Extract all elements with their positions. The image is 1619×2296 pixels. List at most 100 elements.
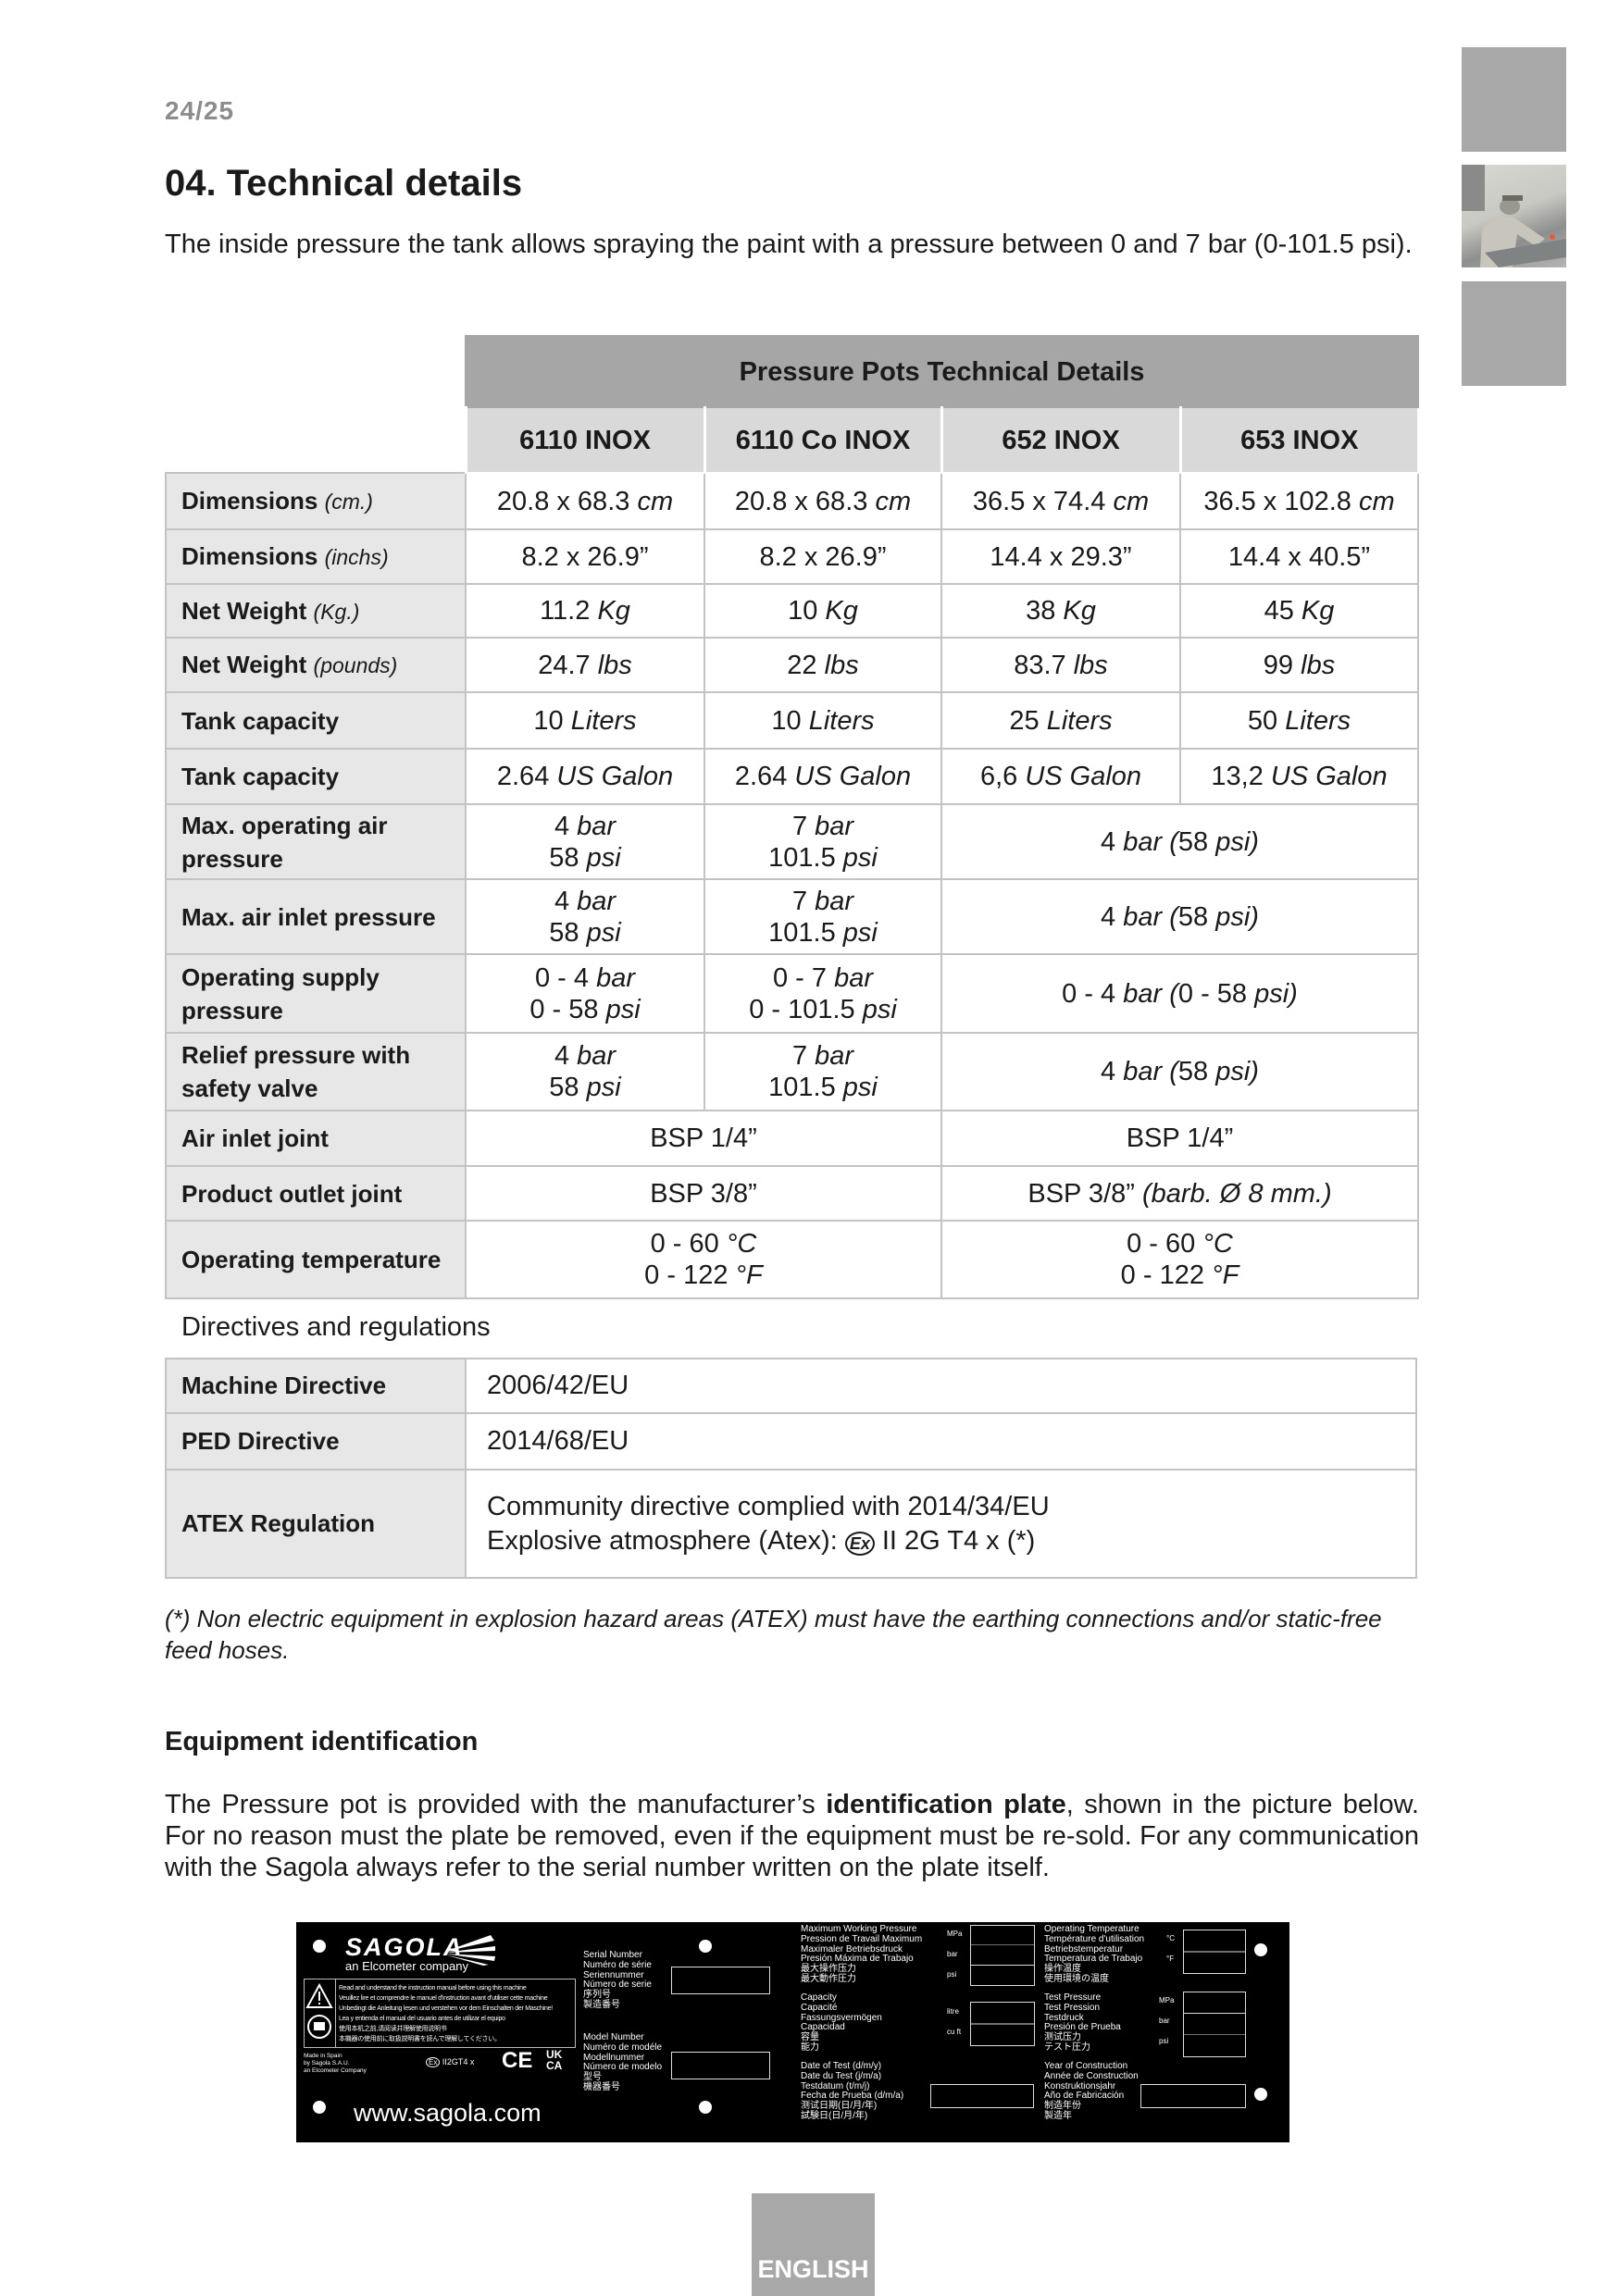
value-text: 0 - 122 (1120, 1260, 1213, 1290)
cell-line: 13,2 US Galon (1185, 761, 1414, 792)
cell-line: 14.4 x 40.5” (1185, 541, 1414, 573)
cell-line: 0 - 60 °C (470, 1228, 937, 1260)
side-tab-top[interactable] (1462, 47, 1566, 152)
directive-label: ATEX Regulation (165, 1469, 467, 1579)
row-label: Tank capacity (165, 748, 467, 805)
table-cell: 10 Kg (704, 583, 942, 639)
unit-text: Kg (1063, 596, 1096, 626)
value-text: 7 (791, 886, 816, 916)
cell-line: 101.5 psi (709, 1072, 937, 1103)
unit-text: Kg (597, 596, 630, 626)
painter-photo (1462, 165, 1566, 267)
model-number-field (671, 2052, 770, 2079)
capacity-field (970, 2002, 1035, 2046)
cell-line: 0 - 58 psi (470, 994, 700, 1025)
technical-details-table: Pressure Pots Technical Details 6110 INOX… (165, 335, 1419, 1299)
screw-icon (1254, 1943, 1267, 1956)
row-label: Operating supply pressure (165, 953, 467, 1034)
value-text: 2.64 (734, 762, 795, 791)
para-text: The Pressure pot is provided with the ma… (165, 1790, 827, 1819)
language-tab-english[interactable]: ENGLISH (752, 2193, 875, 2296)
para-text: , shown in the picture below. For no rea… (165, 1790, 1419, 1882)
row-label-text: Net Weight (181, 596, 314, 625)
plate-text: MPa (1159, 1996, 1175, 2004)
read-manual-icon (307, 2015, 331, 2039)
cell-line: 101.5 psi (709, 917, 937, 949)
cell-line: BSP 1/4” (470, 1123, 937, 1154)
model-header: 652 INOX (940, 406, 1181, 474)
row-label-text: Relief pressure with safety valve (181, 1041, 411, 1102)
row-label-text: Tank capacity (181, 763, 340, 790)
table-row: Air inlet joint BSP 1/4” BSP 1/4” (165, 1110, 1419, 1167)
cell-line: 11.2 Kg (470, 595, 700, 627)
row-label: Tank capacity (165, 691, 467, 750)
value-text: 0 - 60 (650, 1229, 727, 1259)
ce-mark: CE (502, 2048, 533, 2073)
cell-line: 36.5 x 74.4 cm (946, 486, 1176, 517)
directive-value: 2014/68/EU (465, 1412, 1417, 1471)
plate-text: Fassungsvermögen (801, 2012, 882, 2023)
plate-text: Modellnummer (583, 2052, 645, 2063)
table-cell: BSP 1/4” (940, 1110, 1419, 1167)
cell-line: 45 Kg (1185, 595, 1414, 627)
directive-line: 2014/68/EU (487, 1424, 1395, 1458)
cell-line: 6,6 US Galon (946, 761, 1176, 792)
warning-icon (305, 1982, 333, 2039)
plate-text: psi (947, 1970, 957, 1979)
plate-text: Température d'utilisation (1044, 1933, 1145, 1944)
plate-text: Serial Number (583, 1950, 642, 1960)
cell-line: 22 lbs (709, 650, 937, 681)
test-pressure-field (1183, 1992, 1246, 2057)
table-cell: 4 bar 58 psi (465, 1032, 705, 1111)
serial-number-field (671, 1967, 770, 1994)
unit-text: psi (842, 1073, 878, 1102)
side-tab-bottom[interactable] (1462, 281, 1566, 386)
plate-text: Numéro de modéle (583, 2042, 663, 2053)
plate-text: 制造年份 (1044, 2101, 1081, 2112)
unit-text: bar (815, 1041, 854, 1071)
value-text: BSP 1/4” (1126, 1123, 1234, 1153)
table-cell: 0 - 7 bar 0 - 101.5 psi (704, 953, 942, 1034)
cell-line: 7 bar (709, 886, 937, 917)
table-cell: 36.5 x 102.8 cm (1179, 472, 1419, 530)
directive-label: Machine Directive (165, 1358, 467, 1414)
cell-line: 8.2 x 26.9” (709, 541, 937, 573)
unit-text: °F (735, 1260, 763, 1290)
plate-capacity-units-label: litre cu ft (947, 2007, 961, 2048)
screw-icon (699, 1940, 712, 1953)
sagola-logo-rays-icon (444, 1935, 495, 1966)
value-text: 0 - 4 (534, 962, 597, 993)
unit-text: psi) (1215, 826, 1259, 857)
plate-text: 最大動作圧力 (801, 1973, 856, 1984)
table-title-row: Pressure Pots Technical Details (166, 335, 1419, 408)
value-text: 38 (1026, 596, 1064, 626)
cell-line: BSP 3/8” (barb. Ø 8 mm.) (946, 1178, 1414, 1210)
unit-text: bar ( (1123, 901, 1178, 932)
plate-text: litre (947, 2007, 959, 2016)
row-label: Operating temperature (165, 1220, 467, 1299)
unit-text: °C (1202, 1229, 1233, 1259)
value-text: 14.4 x 29.3” (990, 541, 1132, 572)
table-cell: 50 Liters (1179, 691, 1419, 750)
ex-atex-icon: Ex (844, 1531, 875, 1556)
value-text: 20.8 x 68.3 (496, 486, 638, 516)
plate-text: Test Pression (1044, 2002, 1101, 2013)
table-cell: 2.64 US Galon (704, 748, 942, 805)
plate-text: Konstruktionsjahr (1044, 2080, 1116, 2091)
unit-text: °C (726, 1229, 757, 1259)
plate-serial-label: Serial Number Numéro de série Seriennummer… (583, 1950, 652, 2011)
table-cell: 8.2 x 26.9” (704, 528, 942, 585)
cell-line: 101.5 psi (709, 842, 937, 874)
table-cell: 8.2 x 26.9” (465, 528, 705, 585)
cell-line: 58 psi (470, 917, 700, 949)
sagola-logo: SAGOLA (345, 1933, 464, 1961)
value-text: 83.7 (1014, 650, 1074, 680)
warning-line: Unbedingt die Anleitung lesen und verste… (339, 2005, 553, 2012)
plate-year-label: Year of Construction Année de Constructio… (1044, 2061, 1139, 2122)
row-label: Net Weight (pounds) (165, 637, 467, 693)
table-cell: 20.8 x 68.3 cm (704, 472, 942, 530)
unit-text: cm (875, 486, 912, 516)
identification-plate: SAGOLA an Elcometer company Read and und… (296, 1922, 1289, 2142)
value-text: 58 (1177, 901, 1216, 932)
row-label-text: Dimensions (181, 542, 325, 570)
